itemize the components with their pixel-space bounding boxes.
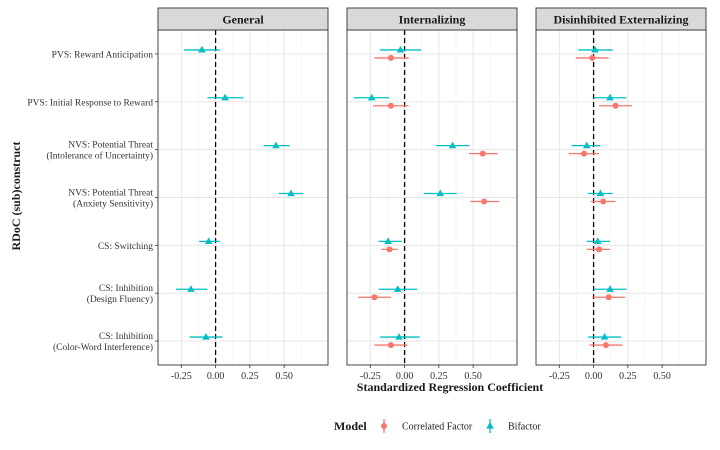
bifactor-point — [600, 333, 609, 340]
x-tick-label: -0.25 — [549, 371, 570, 382]
x-tick-label: 0.00 — [396, 371, 414, 382]
facet-strip — [346, 7, 518, 31]
category-label-line: CS: Inhibition — [99, 284, 153, 294]
bifactor-point — [204, 237, 213, 244]
correlated-factor-point — [600, 198, 607, 205]
category-label: PVS: Initial Response to Reward — [27, 98, 153, 108]
bifactor-point — [436, 189, 445, 197]
bifactor-point — [591, 45, 599, 53]
facet-panel: General -0.25 0.00 0.25 0.50 — [157, 7, 329, 382]
category-label-line: NVS: Potential Threat — [68, 141, 153, 151]
bifactor-point — [221, 93, 229, 101]
correlated-factor-point — [481, 198, 488, 205]
bifactor-point — [287, 189, 295, 197]
bifactor-point — [396, 45, 405, 53]
bifactor-point — [596, 189, 605, 197]
bifactor-point — [202, 333, 210, 340]
bifactor-point — [393, 285, 402, 292]
bifactor-point — [582, 141, 591, 149]
correlated-factor-point — [387, 54, 394, 61]
correlated-factor-point — [602, 342, 609, 349]
correlated-factor-point — [596, 246, 603, 253]
y-axis-title: RDoC (sub)construct — [9, 142, 23, 251]
category-label-line: CS: Switching — [98, 242, 153, 252]
correlated-factor-point — [612, 102, 619, 109]
x-tick-label: 0.25 — [241, 371, 259, 382]
correlated-factor-point — [479, 150, 486, 157]
x-tick-label: 0.00 — [207, 371, 225, 382]
category-labels: PVS: Reward Anticipation PVS: Initial Res… — [27, 50, 158, 353]
correlated-factor-point — [580, 150, 587, 157]
category-label-line: CS: Inhibition — [99, 332, 153, 342]
category-label: NVS: Potential Threat (Anxiety Sensitivit… — [68, 189, 153, 210]
correlated-factor-point — [371, 294, 378, 301]
x-tick-label: 0.50 — [464, 371, 482, 382]
facet-strip-title: General — [222, 13, 264, 27]
category-label-line: PVS: Initial Response to Reward — [27, 98, 153, 108]
bifactor-point — [272, 141, 280, 149]
category-label: CS: Inhibition (Design Fluency) — [87, 284, 153, 305]
category-label-line: (Design Fluency) — [87, 294, 153, 305]
x-tick-label: -0.25 — [360, 371, 381, 382]
correlated-factor-point — [386, 246, 393, 253]
category-label-line: (Color-Word Interference) — [53, 342, 153, 353]
bifactor-point — [187, 285, 195, 292]
x-tick-label: 0.50 — [653, 371, 671, 382]
facet-strip-title: Internalizing — [399, 13, 466, 27]
category-label-line: (Intolerance of Uncertainty) — [46, 151, 153, 162]
bifactor-point — [395, 333, 403, 340]
correlated-factor-point — [387, 342, 394, 349]
category-label: PVS: Reward Anticipation — [52, 50, 154, 60]
x-tick-label: 0.00 — [585, 371, 603, 382]
category-label-line: PVS: Reward Anticipation — [52, 50, 154, 60]
bifactor-point — [384, 237, 392, 244]
legend-label: Correlated Factor — [402, 422, 473, 433]
legend-label: Bifactor — [508, 422, 541, 433]
correlated-factor-point — [589, 54, 596, 61]
legend-key-circle — [381, 423, 387, 429]
bifactor-point — [606, 93, 614, 101]
facet-panel: Disinhibited Externalizing -0.25 0.00 0.25 0… — [535, 7, 707, 382]
correlated-factor-point — [387, 102, 394, 109]
category-label: CS: Inhibition (Color-Word Interference) — [53, 332, 153, 353]
x-tick-label: 0.25 — [619, 371, 637, 382]
bifactor-point — [198, 45, 206, 53]
x-tick-label: 0.25 — [430, 371, 448, 382]
facet-panels: General -0.25 0.00 0.25 0.50 Internalizing -0.… — [157, 7, 707, 382]
legend-title: Model — [334, 419, 367, 433]
bifactor-point — [367, 93, 376, 101]
category-label: NVS: Potential Threat (Intolerance of Unc… — [46, 141, 153, 162]
facet-panel: Internalizing -0.25 0.00 0.25 0.50 — [346, 7, 518, 382]
facet-strip — [535, 7, 707, 31]
x-tick-label: 0.50 — [275, 371, 293, 382]
category-label: CS: Switching — [98, 242, 153, 252]
x-axis-title: Standardized Regression Coefficient — [357, 380, 543, 394]
facet-strip-title: Disinhibited Externalizing — [553, 13, 688, 27]
bifactor-point — [448, 141, 457, 149]
facet-strip — [157, 7, 329, 31]
x-tick-label: -0.25 — [171, 371, 192, 382]
bifactor-point — [593, 237, 602, 244]
legend: Model Correlated Factor Bifactor — [334, 419, 541, 433]
legend-key-triangle — [486, 422, 494, 429]
category-label-line: NVS: Potential Threat — [68, 189, 153, 199]
correlated-factor-point — [605, 294, 612, 301]
bifactor-point — [606, 285, 614, 292]
category-label-line: (Anxiety Sensitivity) — [73, 199, 153, 210]
